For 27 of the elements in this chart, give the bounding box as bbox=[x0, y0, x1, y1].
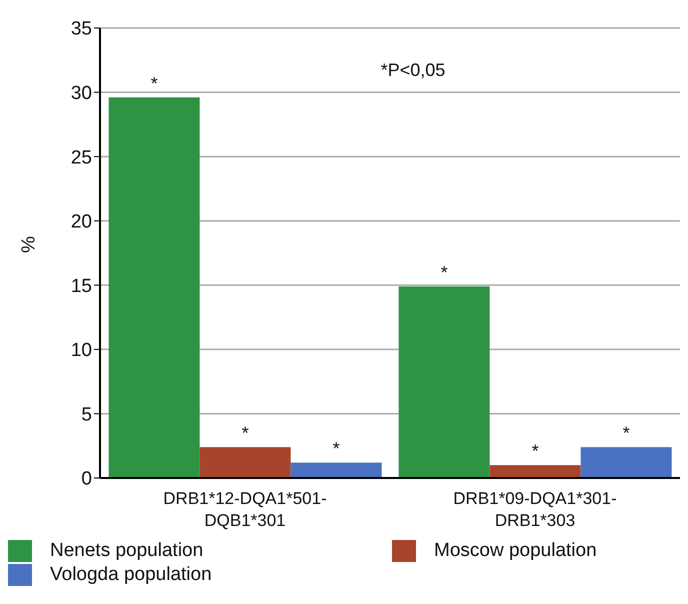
bar bbox=[580, 447, 672, 478]
legend-label: Vologda population bbox=[50, 564, 212, 586]
data-label: * bbox=[532, 441, 539, 462]
bar bbox=[108, 97, 200, 478]
y-tick-label: 35 bbox=[70, 18, 92, 40]
legend-label: Moscow population bbox=[434, 540, 597, 562]
data-label: * bbox=[150, 73, 158, 94]
annotation: *P<0,05 bbox=[380, 60, 446, 80]
bar bbox=[290, 462, 382, 478]
y-axis-title: % bbox=[18, 236, 40, 253]
bar bbox=[398, 286, 490, 478]
y-tick-label: 30 bbox=[70, 83, 92, 104]
y-tick-label: 0 bbox=[81, 468, 92, 490]
y-tick-label: 20 bbox=[70, 212, 92, 233]
bar bbox=[490, 465, 581, 478]
y-tick-label: 10 bbox=[70, 340, 92, 362]
y-tick-label: 15 bbox=[70, 276, 92, 297]
data-label: * bbox=[242, 423, 249, 444]
x-tick-label: DRB1*12-DQA1*501-DQB1*301 bbox=[163, 489, 327, 530]
bar bbox=[200, 447, 291, 478]
legend-label: Nenets population bbox=[50, 540, 204, 562]
y-tick-label: 25 bbox=[70, 147, 92, 168]
data-label: * bbox=[332, 438, 340, 459]
data-label: * bbox=[440, 262, 448, 282]
x-tick-label: DRB1*09-DQA1*301-DRB1*303 bbox=[453, 489, 617, 530]
y-tick-label: 5 bbox=[81, 404, 92, 426]
data-label: * bbox=[622, 423, 630, 444]
